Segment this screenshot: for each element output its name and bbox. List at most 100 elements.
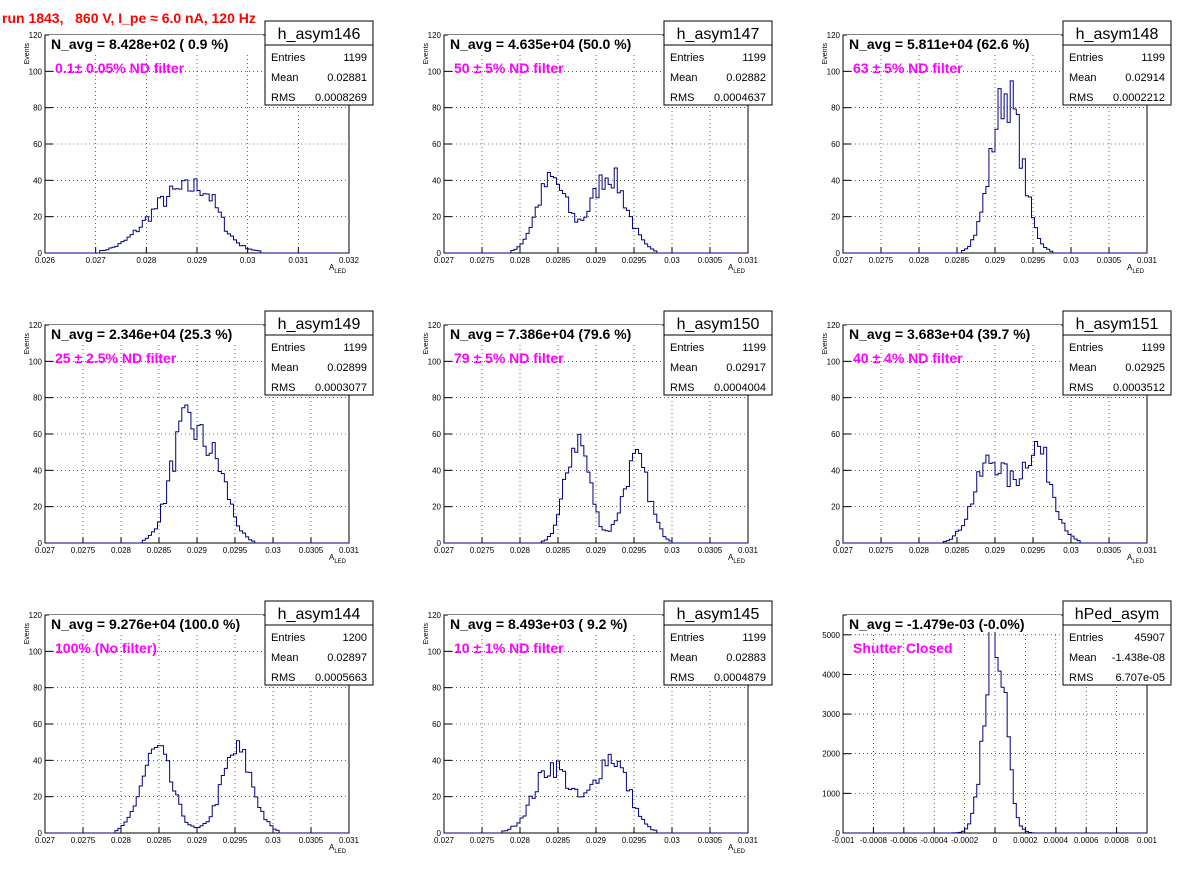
stats-box: [663, 334, 773, 396]
x-tick-label: 0.029: [586, 546, 607, 555]
histogram-line: [45, 178, 349, 254]
filter-label: Shutter Closed: [853, 640, 953, 656]
y-tick-label: 80: [831, 394, 840, 403]
stats-label: Mean: [1069, 362, 1097, 374]
histogram-name: h_asym146: [278, 26, 361, 43]
y-tick-label: 0: [437, 539, 442, 548]
x-tick-label: 0.0305: [698, 256, 723, 265]
x-tick-label: 0.028: [510, 546, 531, 555]
y-tick-label: 100: [29, 647, 43, 656]
x-tick-label: 0.029: [985, 256, 1006, 265]
y-tick-label: 4000: [822, 670, 840, 679]
y-tick-label: 0: [38, 539, 43, 548]
x-tick-label: 0.029: [187, 836, 208, 845]
navg-label: N_avg = 5.811e+04 (62.6 %): [849, 36, 1030, 52]
y-tick-label: 60: [33, 140, 42, 149]
stats-title-box: [264, 600, 374, 626]
x-tick-label: -0.0004: [921, 836, 949, 845]
x-tick-label: 0.0295: [622, 546, 647, 555]
x-tick-label: 0.029: [586, 836, 607, 845]
histogram-line: [843, 440, 1147, 544]
x-axis-label: ALED: [1127, 263, 1145, 275]
y-tick-label: 60: [33, 430, 42, 439]
y-tick-label: 40: [33, 756, 42, 765]
stats-value: 0.0004637: [714, 92, 766, 104]
x-tick-label: 0.029: [187, 546, 208, 555]
y-tick-label: 100: [428, 647, 442, 656]
stats-label: Entries: [670, 52, 705, 64]
stats-label: Mean: [1069, 72, 1097, 84]
y-tick-label: 40: [432, 176, 441, 185]
x-tick-label: 0.028: [111, 836, 132, 845]
histogram-name: h_asym147: [677, 26, 760, 43]
y-tick-label: 120: [827, 321, 841, 330]
stats-label: RMS: [1069, 92, 1093, 104]
panel-h_asym145: 0.027 0.0275 0.028 0.0285 0.029 0.0295 0.03 0.0…: [423, 600, 773, 855]
histogram-name: h_asym145: [677, 606, 760, 623]
y-axis-label: Events: [24, 333, 31, 355]
stats-value: 0.02883: [726, 652, 766, 664]
navg-background: [49, 615, 263, 632]
x-tick-label: 0.0275: [470, 836, 495, 845]
x-tick-label: 0: [993, 836, 998, 845]
x-tick-label: 0.031: [738, 256, 759, 265]
stats-label: Entries: [1069, 52, 1104, 64]
x-tick-label: 0.0285: [546, 546, 571, 555]
stats-box: [663, 624, 773, 686]
x-tick-label: 0.0002: [1013, 836, 1038, 845]
y-tick-label: 0: [836, 249, 841, 258]
histogram-name: h_asym150: [677, 316, 760, 333]
panel-h_asym146: 0.026 0.027 0.028 0.029 0.03 0.031 0.032 0 20 40 6…: [24, 20, 374, 275]
y-axis-label: Events: [822, 43, 829, 65]
y-tick-label: 0: [836, 539, 841, 548]
x-tick-label: 0.0295: [223, 836, 248, 845]
x-tick-label: 0.0285: [546, 256, 571, 265]
stats-title-box: [663, 600, 773, 626]
stats-value: 0.02917: [726, 362, 766, 374]
stats-value: 0.0003512: [1113, 382, 1165, 394]
x-tick-label: 0.0295: [1021, 256, 1046, 265]
panel-h_asym150: 0.027 0.0275 0.028 0.0285 0.029 0.0295 0.03 0.0…: [423, 310, 773, 565]
filter-label: 50 ± 5% ND filter: [454, 60, 564, 76]
x-tick-label: 0.0305: [698, 546, 723, 555]
x-tick-label: 0.0006: [1074, 836, 1099, 845]
stats-value: 1199: [343, 52, 367, 64]
y-tick-label: 100: [428, 357, 442, 366]
stats-label: Entries: [670, 632, 705, 644]
y-tick-label: 0: [437, 249, 442, 258]
y-tick-label: 60: [432, 140, 441, 149]
stats-value: 0.02882: [726, 72, 766, 84]
stats-box: [264, 44, 374, 106]
navg-label: N_avg = 8.428e+02 ( 0.9 %): [51, 36, 228, 52]
stats-label: Entries: [1069, 632, 1104, 644]
y-axis-label: Events: [24, 43, 31, 65]
x-tick-label: 0.028: [111, 546, 132, 555]
y-tick-label: 60: [432, 720, 441, 729]
stats-value: 0.0005663: [315, 672, 367, 684]
stats-title-box: [1062, 310, 1172, 336]
stats-label: RMS: [1069, 672, 1093, 684]
stats-box: [264, 334, 374, 396]
x-tick-label: 0.031: [1137, 256, 1158, 265]
stats-label: Mean: [1069, 652, 1097, 664]
panel-h_asym149: 0.027 0.0275 0.028 0.0285 0.029 0.0295 0.03 0.0…: [24, 310, 374, 565]
panel-h_asym148: 0.027 0.0275 0.028 0.0285 0.029 0.0295 0.03 0.0…: [822, 20, 1172, 275]
navg-background: [49, 35, 263, 52]
x-tick-label: 0.027: [434, 546, 455, 555]
y-tick-label: 100: [428, 67, 442, 76]
x-tick-label: 0.027: [833, 546, 854, 555]
histogram-name: h_asym144: [278, 606, 361, 623]
y-tick-label: 20: [831, 503, 840, 512]
y-tick-label: 80: [33, 394, 42, 403]
navg-label: N_avg = -1.479e-03 (-0.0%): [849, 616, 1024, 632]
y-tick-label: 60: [831, 430, 840, 439]
x-tick-label: 0.0285: [546, 836, 571, 845]
stats-value: 0.02914: [1125, 72, 1165, 84]
y-tick-label: 80: [432, 394, 441, 403]
stats-value: 1199: [343, 342, 367, 354]
x-tick-label: 0.0295: [1021, 546, 1046, 555]
histogram-name: h_asym149: [278, 316, 361, 333]
x-tick-label: 0.027: [86, 256, 107, 265]
y-tick-label: 80: [432, 684, 441, 693]
y-tick-label: 40: [33, 176, 42, 185]
